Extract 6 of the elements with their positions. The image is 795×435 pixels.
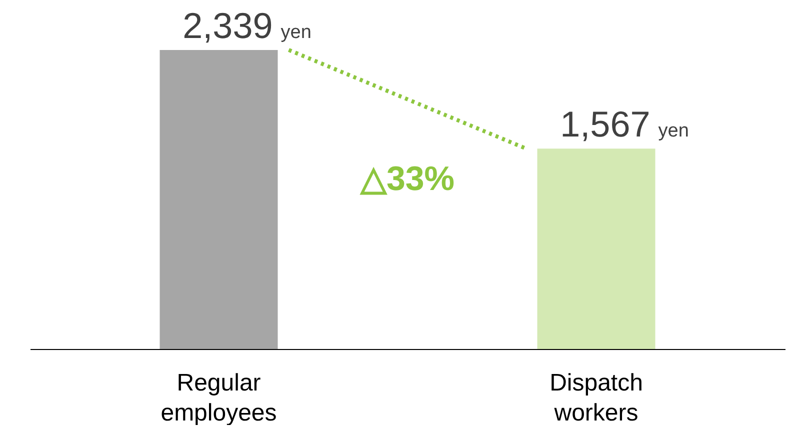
text: yen: [280, 22, 312, 43]
data-label: 1,567: [560, 104, 650, 145]
annotation: △33%: [359, 160, 455, 198]
annotation: yen: [658, 120, 689, 142]
x-tick-label: Dispatch workers: [550, 370, 643, 426]
data-label: 2,339: [182, 4, 273, 46]
